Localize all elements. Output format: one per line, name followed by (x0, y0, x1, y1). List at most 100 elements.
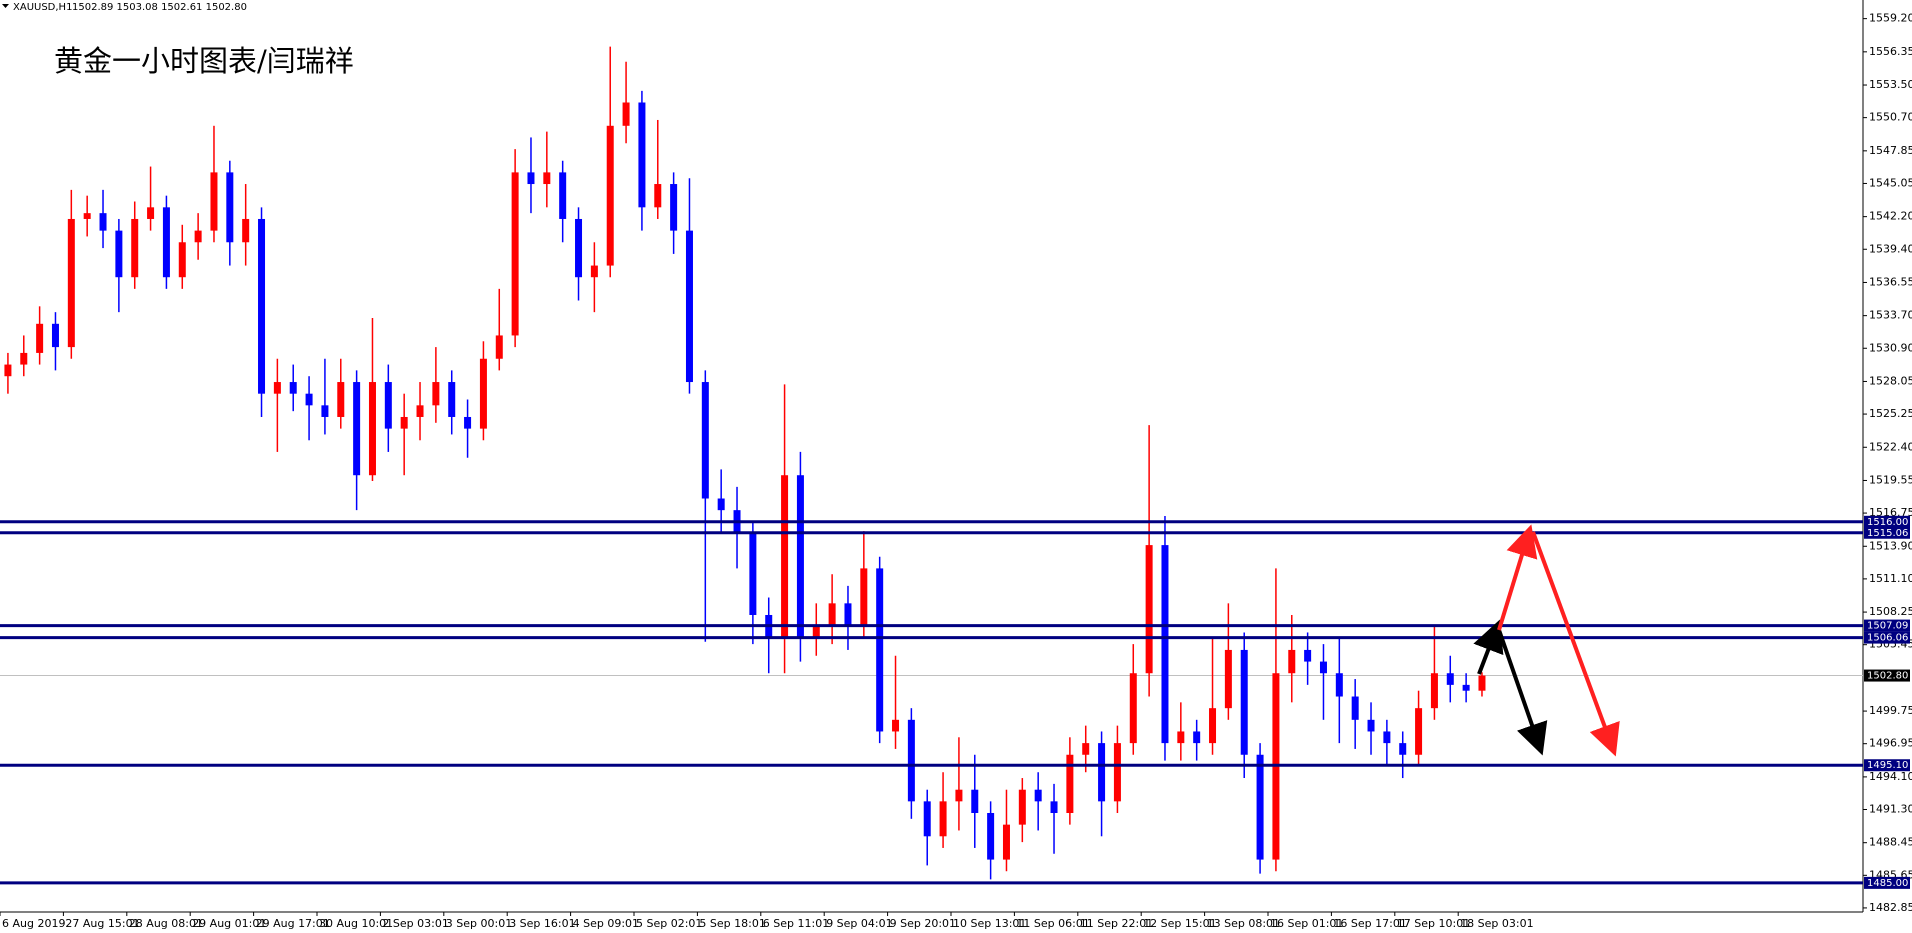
candle-body (670, 184, 678, 231)
x-tick-label: 5 Sep 02:01 (636, 917, 702, 930)
y-tick-label: 1491.30 (1869, 803, 1912, 816)
arrow (1497, 524, 1538, 631)
x-tick-label: 9 Sep 04:01 (826, 917, 892, 930)
x-tick-label: 16 Sep 01:01 (1270, 917, 1343, 930)
y-tick-label: 1539.40 (1869, 242, 1912, 255)
level-label-box (1864, 876, 1910, 889)
candle-body (923, 801, 931, 837)
candle-body (147, 207, 155, 219)
y-tick-label: 1550.70 (1869, 111, 1912, 124)
candle-body (305, 393, 313, 406)
current-price-label: 1502.80 (1867, 671, 1908, 682)
y-tick-label: 1556.35 (1869, 45, 1912, 58)
x-tick-label: 2 Sep 03:01 (382, 917, 448, 930)
y-tick-label: 1488.45 (1869, 836, 1912, 849)
arrow (1531, 531, 1620, 757)
y-tick-label: 1494.10 (1869, 770, 1912, 783)
candle-body (1351, 696, 1359, 720)
candle-body (416, 405, 424, 417)
candle-body (590, 265, 598, 278)
candle-body (1050, 801, 1058, 813)
x-tick-label: 17 Sep 10:01 (1397, 917, 1470, 930)
candle-body (289, 382, 297, 394)
x-tick-label: 3 Sep 00:01 (446, 917, 512, 930)
candle-body (511, 172, 519, 336)
candle-body (1161, 545, 1169, 744)
candle-body (273, 382, 281, 394)
y-tick-label: 1553.50 (1869, 78, 1912, 91)
candle-body (939, 801, 947, 837)
symbol: XAUUSD,H1 (13, 2, 72, 13)
candle-body (1193, 731, 1201, 744)
candle-body (178, 242, 186, 278)
candle-body (1209, 708, 1217, 744)
y-tick-label: 1547.85 (1869, 144, 1912, 157)
candle-body (321, 405, 329, 417)
candle-body (1224, 649, 1232, 709)
level-label-box (1864, 515, 1910, 528)
candle-body (1399, 743, 1407, 755)
level-label-box (1864, 759, 1910, 772)
candle-body (1256, 754, 1264, 860)
y-tick-label: 1559.20 (1869, 12, 1912, 25)
candle-body (749, 533, 757, 615)
candle-body (1018, 789, 1026, 825)
candle-body (876, 568, 884, 732)
x-tick-label: 5 Sep 18:01 (699, 917, 765, 930)
candle-body (432, 382, 440, 406)
candle-body (717, 498, 725, 511)
candle-body (1415, 708, 1423, 755)
y-tick-label: 1499.75 (1869, 704, 1912, 717)
menu-triangle (2, 4, 9, 8)
y-tick-label: 1522.40 (1869, 440, 1912, 453)
x-tick-label: 29 Aug 01:01 (192, 917, 266, 930)
candle-body (1082, 743, 1090, 755)
candle-body (559, 172, 567, 219)
candle-body (353, 382, 361, 476)
candle-body (4, 364, 12, 377)
candle-body (210, 172, 218, 231)
y-tick-label: 1542.20 (1869, 210, 1912, 223)
level-label: 1495.10 (1867, 760, 1908, 771)
candle-body (1002, 824, 1010, 860)
candle-body (1098, 743, 1106, 802)
candle-body (400, 416, 408, 429)
candle-body (1335, 673, 1343, 697)
candle-body (606, 125, 614, 266)
candle-body (654, 184, 662, 208)
y-tick-label: 1511.10 (1869, 572, 1912, 585)
candle-body (860, 568, 868, 627)
y-tick-label: 1513.90 (1869, 539, 1912, 552)
y-tick-label: 1525.25 (1869, 407, 1912, 420)
y-tick-label: 1545.05 (1869, 176, 1912, 189)
candle-body (527, 172, 535, 185)
x-tick-label: 30 Aug 10:01 (319, 917, 393, 930)
candle-body (1177, 731, 1185, 744)
y-tick-label: 1530.90 (1869, 341, 1912, 354)
candle-body (226, 172, 234, 243)
candle-body (1367, 719, 1375, 732)
y-tick-label: 1508.25 (1869, 605, 1912, 618)
candle-body (1430, 673, 1438, 709)
candle-body (971, 789, 979, 813)
candle-body (844, 603, 852, 627)
x-tick-label: 6 Sep 11:01 (763, 917, 829, 930)
candle-body (828, 603, 836, 627)
candle-body (99, 213, 107, 231)
candle-body (479, 358, 487, 429)
candle-body (955, 789, 963, 802)
candle-body (781, 475, 789, 639)
candle-body (1145, 545, 1153, 674)
candle-body (36, 323, 44, 353)
candle-body (622, 102, 630, 126)
candle-body (1034, 789, 1042, 802)
candle-body (131, 218, 139, 278)
level-label-box (1864, 631, 1910, 644)
arrow (1497, 629, 1548, 756)
candle-body (20, 352, 28, 365)
y-tick-label: 1536.55 (1869, 275, 1912, 288)
candle-body (337, 382, 345, 417)
candle-body (67, 218, 75, 348)
